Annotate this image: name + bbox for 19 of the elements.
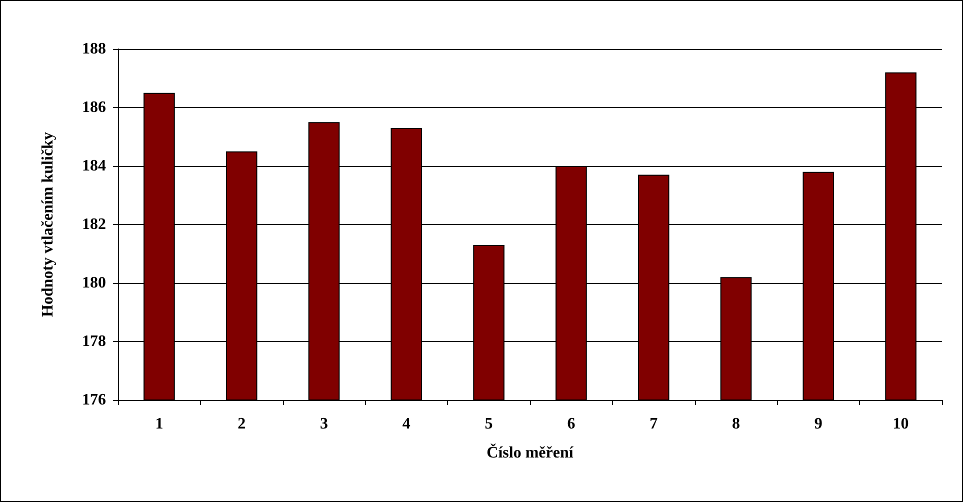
y-tick-label: 176 xyxy=(82,392,106,408)
x-tick-label: 5 xyxy=(484,416,493,432)
y-tick-label: 186 xyxy=(82,99,106,116)
x-tick-label: 8 xyxy=(732,416,740,432)
x-tick-label: 4 xyxy=(402,416,410,432)
x-tick-label: 9 xyxy=(814,416,822,432)
y-tick-label: 188 xyxy=(82,40,106,58)
y-tick-label: 182 xyxy=(82,216,106,233)
x-tick-label: 7 xyxy=(650,416,658,432)
x-tick-label: 6 xyxy=(567,416,576,432)
x-tick-label: 3 xyxy=(320,416,328,432)
y-axis-title: Hodnoty vtlačením kuličky xyxy=(40,132,56,317)
x-tick-label: 1 xyxy=(155,416,164,432)
y-tick-label: 178 xyxy=(82,333,106,350)
y-tick-label: 180 xyxy=(82,274,106,292)
y-tick-label: 184 xyxy=(82,158,106,174)
x-axis-title: Číslo měření xyxy=(486,444,574,462)
x-tick-label: 2 xyxy=(238,416,246,432)
x-tick-label: 10 xyxy=(892,416,909,432)
